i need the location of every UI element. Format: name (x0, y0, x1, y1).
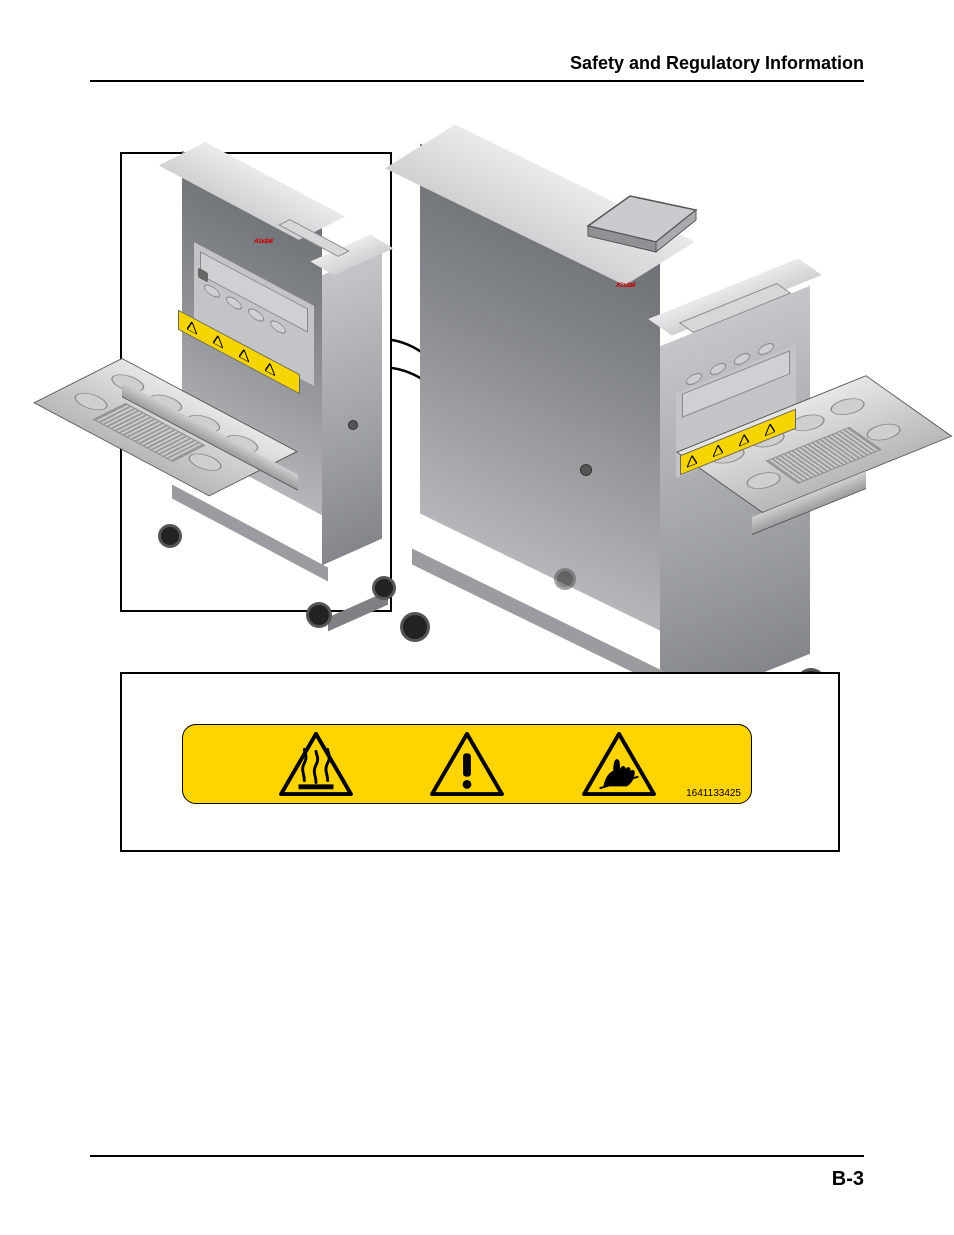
warning-label-frame: 1641133425 (120, 672, 840, 852)
general-warning-icon (428, 730, 506, 798)
warning-label-part-number: 1641133425 (686, 788, 741, 799)
illustration-detail-view: Kodak (134, 172, 382, 596)
page-header: Safety and Regulatory Information (90, 48, 864, 82)
illustration-main-view: Kodak (390, 192, 860, 712)
header-section-title: Safety and Regulatory Information (570, 53, 864, 74)
page-content: Kodak (90, 82, 864, 1082)
brand-mark-main: Kodak (614, 282, 637, 289)
hot-surface-icon (277, 730, 355, 798)
hand-entanglement-icon (580, 730, 658, 798)
illustration-detail-frame: Kodak (120, 152, 392, 612)
warning-label-strip: 1641133425 (182, 724, 752, 804)
brand-mark-detail: Kodak (252, 238, 275, 245)
page-number: B-3 (832, 1168, 864, 1191)
page: Safety and Regulatory Information Kodak (0, 0, 954, 1235)
footer-rule (90, 1155, 864, 1157)
